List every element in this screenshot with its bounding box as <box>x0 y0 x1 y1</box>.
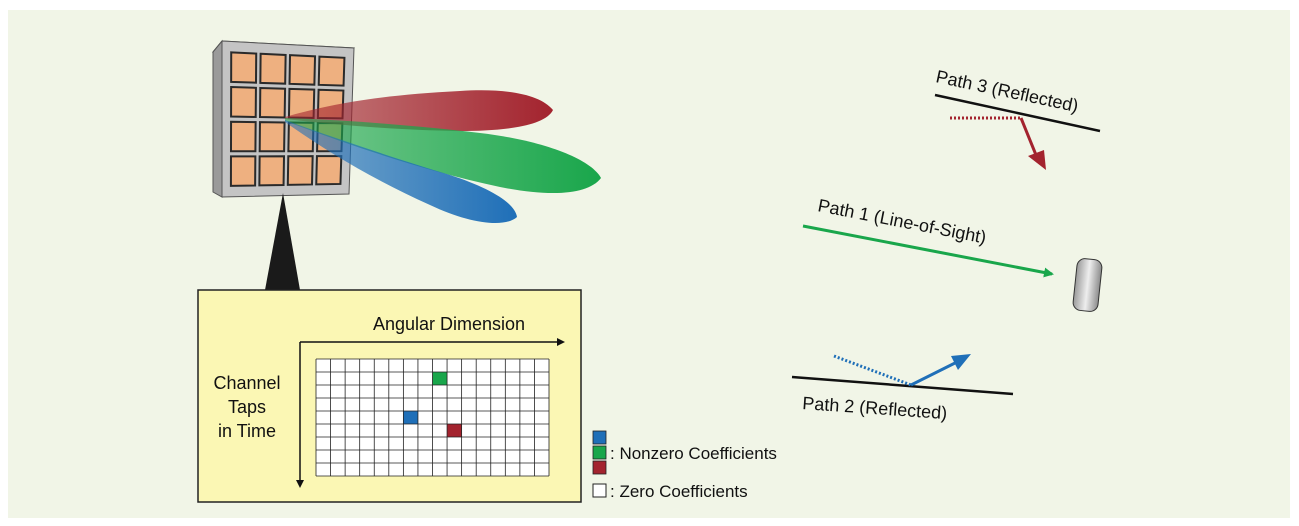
legend-swatch-blue <box>592 430 607 445</box>
path3-group: Path 3 (Reflected) <box>934 66 1101 170</box>
antenna-array-icon <box>211 39 356 198</box>
path2-group: Path 2 (Reflected) <box>791 354 1014 423</box>
in-time-label: in Time <box>218 421 276 441</box>
path2-reflector <box>791 375 1014 396</box>
nonzero-cell-red <box>447 424 462 437</box>
legend: : Nonzero Coefficients : Zero Coefficien… <box>592 430 777 501</box>
path3-arrowhead <box>1028 150 1046 170</box>
antenna-element <box>258 121 286 153</box>
path2-arrowhead <box>951 354 971 370</box>
antenna-element <box>286 155 314 186</box>
path1-line <box>802 224 1054 278</box>
antenna-element <box>229 120 257 153</box>
legend-nonzero-label: : Nonzero Coefficients <box>610 444 777 463</box>
angular-dimension-label: Angular Dimension <box>373 314 525 334</box>
blue-beam <box>285 120 517 224</box>
receiver-device-icon <box>1072 258 1103 312</box>
antenna-elements <box>229 51 346 187</box>
path3-label: Path 3 (Reflected) <box>934 66 1080 116</box>
antenna-element <box>259 52 287 85</box>
coefficient-grid <box>315 358 550 477</box>
legend-zero-label: : Zero Coefficients <box>610 482 748 501</box>
antenna-element <box>317 55 346 87</box>
legend-swatch-zero <box>592 483 607 498</box>
angular-axis <box>300 338 565 346</box>
nonzero-cell-blue <box>403 411 418 424</box>
path2-label: Path 2 (Reflected) <box>802 393 948 423</box>
legend-swatch-green <box>592 445 607 460</box>
antenna-element <box>288 54 317 86</box>
path2-reflected <box>910 360 958 387</box>
coefficient-grid-box: Angular Dimension Channel Taps in Time <box>197 289 582 503</box>
path2-incident <box>833 354 912 387</box>
antenna-element <box>229 155 257 187</box>
path3-reflected <box>1019 117 1038 156</box>
path1-label: Path 1 (Line-of-Sight) <box>816 195 988 247</box>
legend-swatch-red <box>592 460 607 475</box>
antenna-element <box>258 155 286 187</box>
time-axis <box>296 342 304 488</box>
path3-reflector <box>934 93 1101 133</box>
red-beam <box>285 90 553 131</box>
channel-label: Channel <box>213 373 280 393</box>
antenna-element <box>259 86 287 119</box>
beam-group <box>285 90 601 224</box>
antenna-element <box>230 51 258 84</box>
nonzero-cell-green <box>432 372 448 385</box>
antenna-element <box>230 86 257 118</box>
taps-label: Taps <box>228 397 266 417</box>
antenna-element <box>315 155 343 186</box>
path1-group: Path 1 (Line-of-Sight) <box>802 195 1054 278</box>
green-beam <box>285 118 601 194</box>
array-stand <box>265 193 300 290</box>
